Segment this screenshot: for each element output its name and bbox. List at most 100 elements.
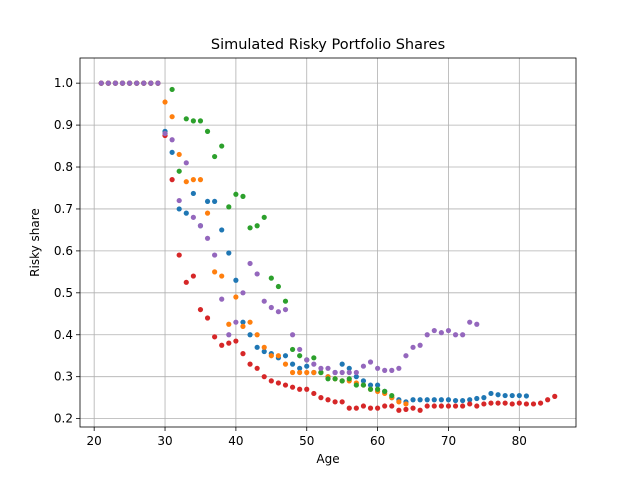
data-point [212,198,218,205]
data-point [247,319,253,325]
data-point [332,369,338,376]
data-point [304,386,310,392]
data-point [382,403,388,409]
y-tick-label: 1.0 [54,76,73,90]
x-tick-label: 40 [228,434,243,448]
data-point [346,405,352,411]
x-tick-label: 80 [512,434,527,448]
data-point [304,363,310,369]
data-point [353,405,359,411]
axis-ticks: 20 30 40 50 60 70 80 0.2 0.3 0.4 0.5 0.6 0.7 0.8 0.9 1.… [54,76,527,448]
data-point [389,367,395,373]
data-point [240,290,246,296]
data-point [254,365,260,371]
data-point [516,392,522,399]
data-point [190,190,196,197]
data-point [183,160,189,166]
data-point [289,332,296,338]
data-point [545,397,551,403]
plot-frame [79,57,577,428]
data-point [438,403,444,409]
data-point [417,342,423,348]
data-point [360,382,367,388]
data-point [233,277,239,283]
data-point [204,210,211,216]
data-point [297,369,303,376]
data-point [424,397,430,403]
data-point [382,367,388,373]
data-point [282,306,289,313]
data-point [247,361,253,367]
data-point [339,361,345,367]
data-point [367,405,374,411]
y-tick-label: 0.9 [54,118,73,132]
data-point [417,407,423,413]
data-point [98,80,104,86]
data-point [119,80,126,86]
y-tick-label: 0.5 [54,286,73,300]
x-tick-label: 20 [87,434,102,448]
data-point [219,227,225,233]
data-point [410,405,416,411]
data-point [240,319,246,325]
data-point [204,235,211,241]
data-point [183,179,189,185]
data-point [467,397,473,403]
data-point [396,407,402,413]
data-point [460,397,466,404]
data-point [226,332,232,338]
data-point [325,397,331,403]
data-point [212,334,218,340]
data-point [240,351,246,357]
data-point [247,332,253,338]
data-point [523,393,530,399]
data-point [282,353,289,359]
data-point [431,327,437,334]
data-point [389,403,395,409]
data-point [311,390,317,397]
data-point [325,365,331,371]
data-point [176,197,182,204]
data-point [460,403,466,409]
data-point [212,269,218,275]
data-point [176,206,182,212]
data-point [396,399,402,405]
data-point [467,319,473,325]
y-axis-label: Risky share [28,208,42,277]
grid [80,58,576,427]
data-point [403,406,409,412]
data-point [289,361,296,367]
data-point [424,332,430,338]
data-point [502,400,508,406]
data-point [254,332,260,338]
data-point [204,198,211,205]
data-point [226,250,232,256]
data-point [474,395,480,402]
data-point [162,130,168,137]
data-point [375,405,381,411]
data-point [289,369,296,376]
data-point [268,275,274,281]
data-point [127,80,133,86]
data-point [105,80,111,86]
data-point [190,214,196,220]
data-point [495,400,501,406]
data-point [240,323,246,329]
series-5 [98,80,480,376]
data-point [452,403,459,409]
data-point [367,386,374,392]
data-point [417,397,423,403]
data-point [176,252,182,258]
data-point [219,143,225,149]
data-point [460,332,466,338]
data-point [268,378,274,384]
data-point [297,353,303,359]
data-point [141,80,147,86]
data-point [367,359,374,365]
data-point [389,392,395,399]
data-point [346,376,352,382]
data-point [396,365,402,371]
data-point [509,392,515,399]
data-point [289,384,296,390]
